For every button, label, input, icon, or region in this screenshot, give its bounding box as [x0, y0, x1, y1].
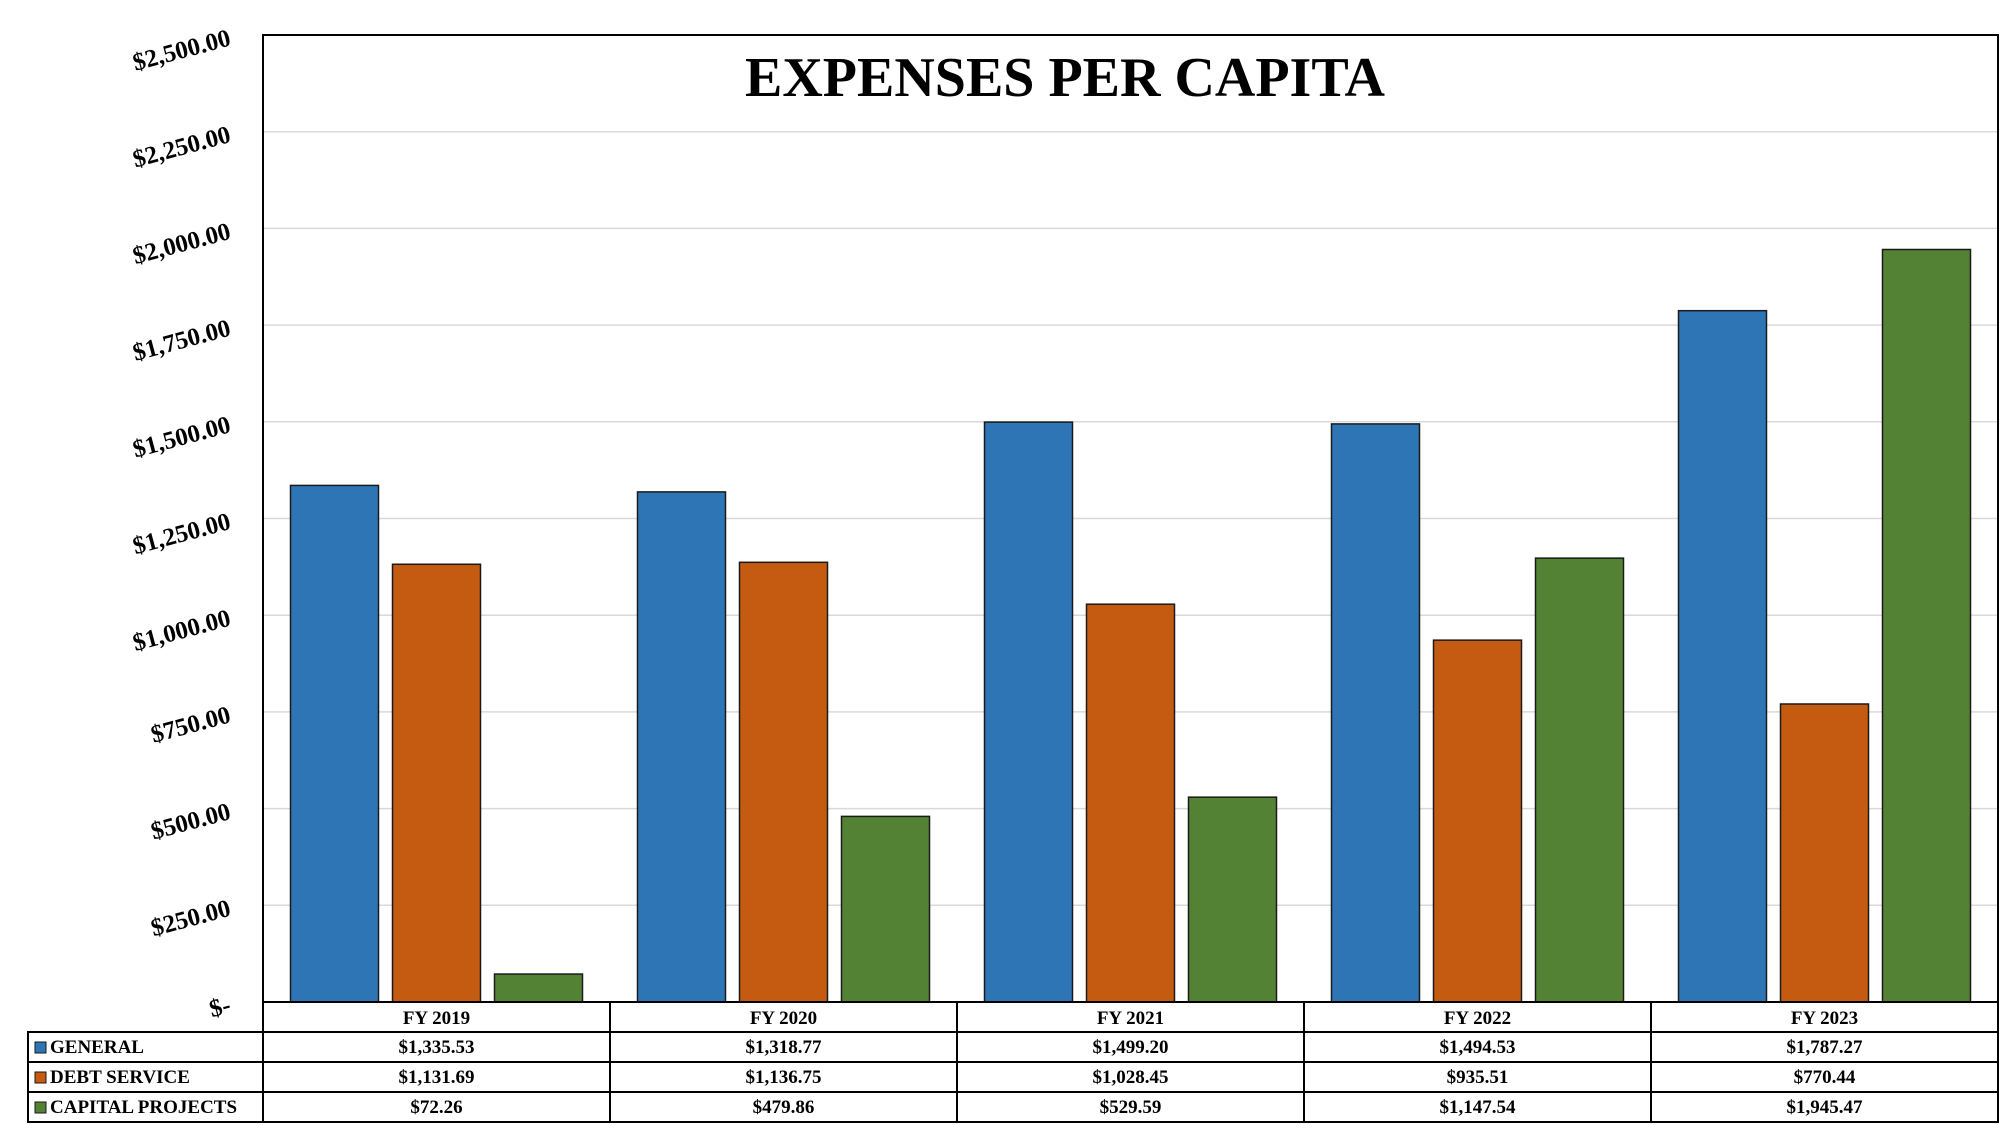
legend-swatch: [34, 1071, 47, 1084]
data-label: $935.51: [1447, 1067, 1509, 1088]
bar-general: [289, 484, 380, 1003]
legend-label: CAPITAL PROJECTS: [50, 1097, 237, 1118]
data-label: $529.59: [1100, 1097, 1162, 1118]
bar-capital-projects: [1534, 557, 1625, 1003]
data-label: $72.26: [410, 1097, 462, 1118]
x-category-label: FY 2022: [1444, 1008, 1511, 1029]
legend-label: GENERAL: [50, 1037, 144, 1058]
bar-general: [1330, 423, 1421, 1003]
data-label: $1,147.54: [1440, 1097, 1517, 1118]
data-label: $1,787.27: [1787, 1037, 1864, 1058]
bar-debt-service: [738, 561, 829, 1003]
data-label: $1,131.69: [399, 1067, 475, 1088]
x-category-label: FY 2021: [1097, 1008, 1164, 1029]
bar-debt-service: [391, 563, 482, 1003]
bar-debt-service: [1085, 603, 1176, 1003]
chart-title: EXPENSES PER CAPITA: [745, 47, 1386, 109]
legend-label: DEBT SERVICE: [50, 1067, 190, 1088]
data-label: $1,318.77: [746, 1037, 823, 1058]
bar-capital-projects: [493, 973, 584, 1003]
data-label: $770.44: [1794, 1067, 1856, 1088]
data-label: $1,136.75: [746, 1067, 822, 1088]
data-label: $1,028.45: [1093, 1067, 1169, 1088]
bars-group: [289, 248, 1972, 1003]
bar-capital-projects: [1881, 248, 1972, 1003]
legend-swatch: [34, 1041, 47, 1054]
data-label: $1,945.47: [1787, 1097, 1864, 1118]
x-category-label: FY 2019: [403, 1008, 470, 1029]
bar-general: [1677, 309, 1768, 1003]
bar-general: [636, 491, 727, 1003]
x-category-label: FY 2023: [1791, 1008, 1858, 1029]
data-label: $1,494.53: [1440, 1037, 1516, 1058]
legend-swatch: [34, 1101, 47, 1114]
data-label: $479.86: [753, 1097, 815, 1118]
bar-general: [983, 421, 1074, 1003]
bar-capital-projects: [840, 815, 931, 1003]
bar-capital-projects: [1187, 796, 1278, 1003]
data-label: $1,499.20: [1093, 1037, 1169, 1058]
bar-debt-service: [1779, 703, 1870, 1003]
data-label: $1,335.53: [399, 1037, 475, 1058]
bar-debt-service: [1432, 639, 1523, 1003]
x-category-label: FY 2020: [750, 1008, 817, 1029]
data-table: FY 2019 FY 2020 FY 2021 FY 2022 FY 2023 GENER…: [27, 1001, 1999, 1123]
table-body-frame: [27, 1031, 1999, 1123]
